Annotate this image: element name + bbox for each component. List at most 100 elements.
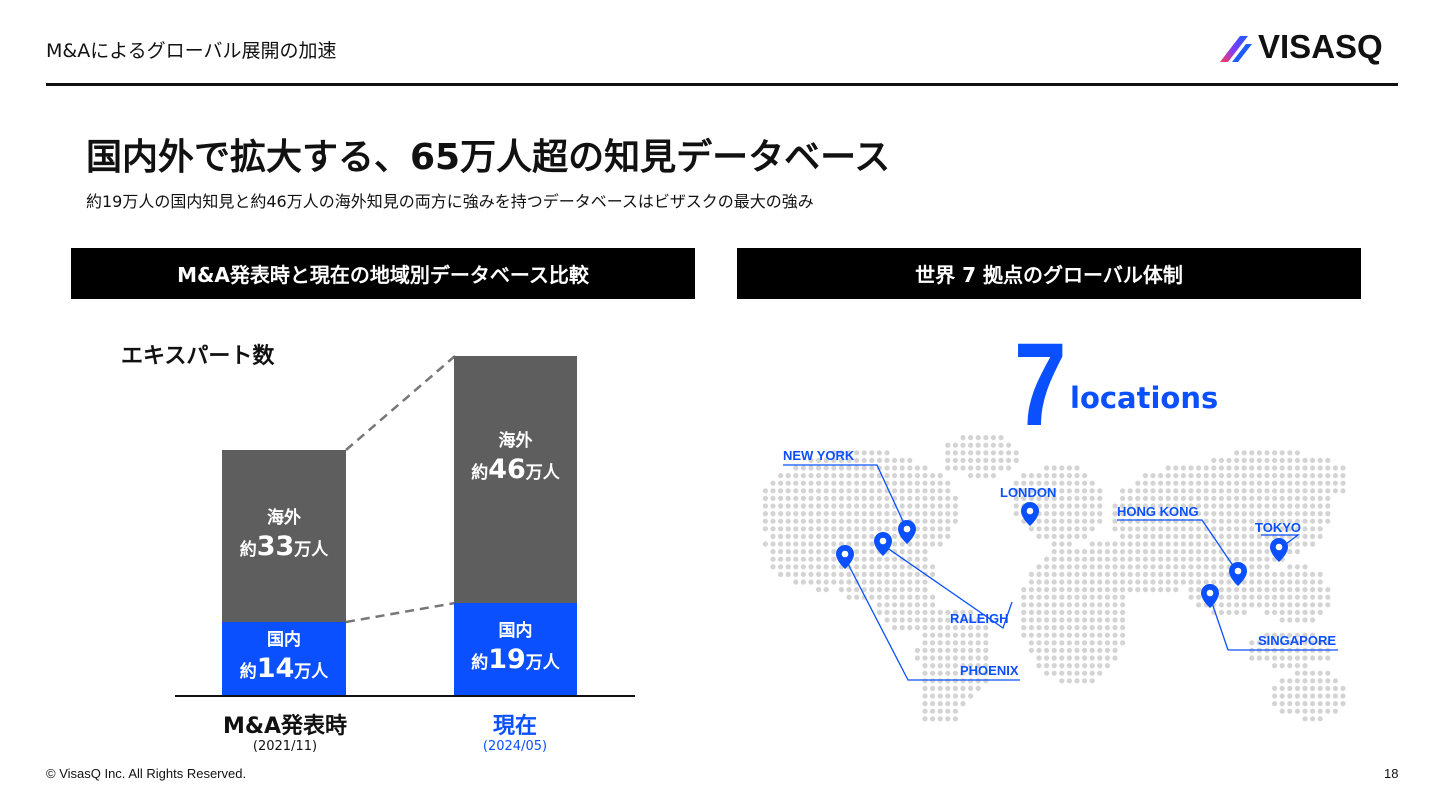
city-label-hong-kong: HONG KONG xyxy=(1117,504,1199,519)
map-dot xyxy=(1089,564,1095,570)
map-dot xyxy=(1089,625,1095,631)
map-dot xyxy=(968,685,974,691)
map-dot xyxy=(1089,640,1095,646)
map-dot xyxy=(823,480,829,486)
map-dot xyxy=(823,533,829,539)
map-dot xyxy=(1044,533,1050,539)
map-dot xyxy=(1044,465,1050,471)
map-dot xyxy=(1317,655,1323,661)
map-dot xyxy=(1302,495,1308,501)
map-dot xyxy=(952,708,958,714)
map-dot xyxy=(1074,678,1080,684)
map-dot xyxy=(793,488,799,494)
map-dot xyxy=(1317,503,1323,509)
map-dot xyxy=(1044,473,1050,479)
map-dot xyxy=(1294,511,1300,517)
map-dot xyxy=(1059,655,1065,661)
map-dot xyxy=(793,480,799,486)
map-dot xyxy=(968,442,974,448)
map-dot xyxy=(1256,556,1262,562)
map-dot xyxy=(1082,609,1088,615)
map-dot xyxy=(854,511,860,517)
map-dot xyxy=(1294,632,1300,638)
map-dot xyxy=(1074,609,1080,615)
map-dot xyxy=(1120,632,1126,638)
map-dot xyxy=(1211,556,1217,562)
map-dot xyxy=(1317,465,1323,471)
map-dot xyxy=(1302,526,1308,532)
map-dot xyxy=(1241,480,1247,486)
map-dot xyxy=(1294,549,1300,555)
map-dot xyxy=(930,670,936,676)
map-dot xyxy=(831,533,837,539)
map-dot xyxy=(914,549,920,555)
map-dot xyxy=(1249,518,1255,524)
map-dot xyxy=(930,541,936,547)
map-dot xyxy=(922,465,928,471)
map-dot xyxy=(831,488,837,494)
map-dot xyxy=(1226,518,1232,524)
map-dot xyxy=(1279,518,1285,524)
map-dot xyxy=(1150,480,1156,486)
map-dot xyxy=(861,503,867,509)
map-dot xyxy=(1104,594,1110,600)
map-dot xyxy=(1180,541,1186,547)
map-dot xyxy=(1218,465,1224,471)
map-dot xyxy=(800,571,806,577)
map-dot xyxy=(1082,670,1088,676)
map-dot xyxy=(983,473,989,479)
map-dot xyxy=(930,632,936,638)
map-dot xyxy=(1226,533,1232,539)
map-dot xyxy=(1089,556,1095,562)
map-dot xyxy=(1294,541,1300,547)
map-dot xyxy=(778,533,784,539)
map-dot xyxy=(1218,587,1224,593)
map-dot xyxy=(1044,647,1050,653)
map-dot xyxy=(1021,488,1027,494)
map-dot xyxy=(785,511,791,517)
map-dot xyxy=(1196,503,1202,509)
map-dot xyxy=(1006,450,1012,456)
map-dot xyxy=(1104,587,1110,593)
map-dot xyxy=(968,640,974,646)
page-number: 18 xyxy=(1384,766,1399,781)
map-dot xyxy=(1302,693,1308,699)
map-dot xyxy=(945,488,951,494)
locations-label: locations xyxy=(1070,381,1219,415)
map-dot xyxy=(1135,495,1141,501)
map-dot xyxy=(1332,488,1338,494)
map-dot xyxy=(945,503,951,509)
map-dot xyxy=(1097,617,1103,623)
map-dot xyxy=(1142,556,1148,562)
map-dot xyxy=(1165,473,1171,479)
map-dot xyxy=(1188,587,1194,593)
map-dot xyxy=(1188,511,1194,517)
map-dot xyxy=(1165,556,1171,562)
map-dot xyxy=(1264,632,1270,638)
map-dot xyxy=(816,503,822,509)
map-dot xyxy=(937,701,943,707)
map-dot xyxy=(1264,457,1270,463)
map-dot xyxy=(1066,609,1072,615)
map-dot xyxy=(960,632,966,638)
map-dot xyxy=(1317,685,1323,691)
map-dot xyxy=(1241,473,1247,479)
map-dot xyxy=(1135,480,1141,486)
map-dot xyxy=(1287,594,1293,600)
map-dot xyxy=(907,609,913,615)
map-dot xyxy=(1089,655,1095,661)
map-dot xyxy=(1211,518,1217,524)
map-dot xyxy=(1218,518,1224,524)
map-dot xyxy=(1142,511,1148,517)
map-dot xyxy=(1264,556,1270,562)
map-dot xyxy=(816,473,822,479)
map-dot xyxy=(937,647,943,653)
map-dot xyxy=(816,526,822,532)
map-dot xyxy=(869,488,875,494)
map-dot xyxy=(968,617,974,623)
map-dot xyxy=(1241,450,1247,456)
map-dot xyxy=(952,716,958,722)
map-dot xyxy=(1287,503,1293,509)
map-dot xyxy=(1158,503,1164,509)
map-dot xyxy=(800,526,806,532)
